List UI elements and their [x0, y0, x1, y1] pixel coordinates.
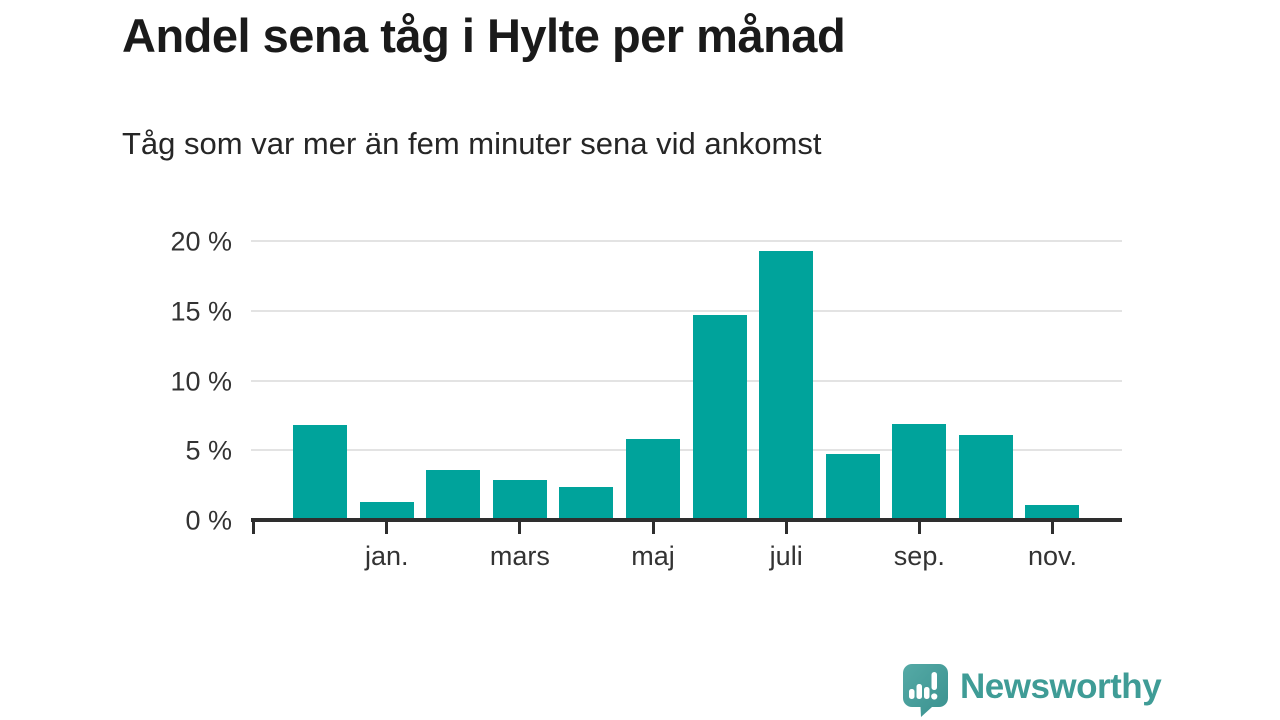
x-axis-tick-label: maj: [631, 541, 675, 571]
x-axis-tick: [518, 520, 522, 534]
chart-subtitle: Tåg som var mer än fem minuter sena vid …: [122, 126, 822, 161]
newsworthy-logo-icon: [899, 661, 951, 717]
x-axis-tick: [917, 520, 921, 534]
bar-feb: [426, 469, 481, 520]
y-axis-tick-label: 0 %: [185, 505, 232, 536]
x-axis-tick-label: juli: [769, 541, 803, 571]
x-axis-line: [251, 518, 1122, 522]
bar-mars: [492, 479, 547, 520]
bar-dec: [293, 425, 348, 520]
bar-aug: [825, 454, 880, 520]
bar-apr: [559, 486, 614, 520]
y-axis-tick-label: 20 %: [170, 226, 232, 257]
x-axis-tick: [252, 520, 256, 534]
bar-okt: [958, 434, 1013, 520]
chart-title: Andel sena tåg i Hylte per månad: [122, 9, 846, 62]
y-gridline: [251, 449, 1122, 452]
y-axis-tick-label: 10 %: [170, 366, 232, 396]
y-gridline: [251, 240, 1122, 242]
x-axis-tick-label: mars: [489, 541, 550, 571]
bar-juli: [759, 250, 814, 520]
brand-footer[interactable]: Newsworthy: [899, 661, 1162, 717]
x-axis-tick: [385, 520, 389, 534]
y-gridline: [251, 309, 1122, 312]
x-axis-tick-label: jan.: [364, 541, 409, 571]
y-axis-tick-label: 15 %: [170, 296, 232, 327]
bar-jan: [359, 501, 414, 520]
bar-sep: [892, 423, 947, 520]
y-axis-tick-label: 5 %: [185, 435, 232, 466]
x-axis-tick-label: sep.: [893, 541, 945, 571]
x-axis-tick: [651, 520, 655, 534]
x-axis-tick: [784, 520, 788, 534]
y-gridline: [251, 379, 1122, 382]
bar-maj: [626, 439, 681, 520]
x-axis-tick-label: nov.: [1027, 541, 1077, 571]
bar-juni: [692, 314, 747, 520]
bar-nov: [1025, 504, 1080, 520]
x-axis-tick: [1050, 520, 1054, 534]
brand-name: Newsworthy: [960, 666, 1162, 706]
